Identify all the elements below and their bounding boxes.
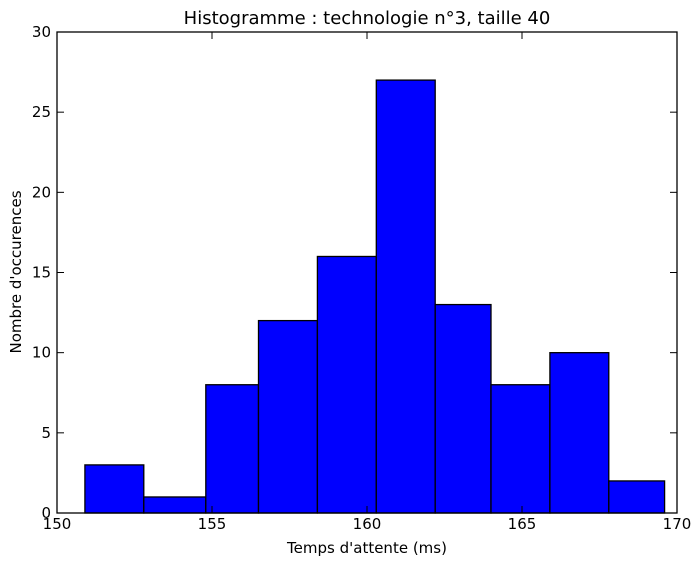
histogram-bar-10 (608, 480, 666, 514)
histogram-bar-6 (375, 79, 436, 514)
histogram-bar-5 (316, 255, 377, 514)
chart-title: Histogramme : technologie n°3, taille 40 (184, 8, 551, 29)
histogram-bar-3 (205, 384, 260, 514)
histogram-bar-1 (84, 464, 145, 514)
y-tick-label: 20 (32, 183, 51, 201)
bars-group (84, 79, 666, 514)
axis-tick-labels: 150 155 160 165 170 0 5 10 15 20 25 30 (32, 23, 691, 533)
y-axis-label: Nombre d'occurences (7, 190, 25, 353)
histogram-bar-9 (549, 352, 610, 514)
x-tick-label: 160 (353, 515, 382, 533)
x-tick-label: 165 (508, 515, 537, 533)
y-tick-label: 15 (32, 264, 51, 282)
axis-ticks (56, 31, 678, 514)
y-tick-label: 25 (32, 103, 51, 121)
histogram-bar-2 (143, 496, 207, 514)
y-tick-label: 10 (32, 344, 51, 362)
histogram-bar-7 (434, 303, 492, 514)
y-tick-label: 0 (41, 504, 51, 522)
x-tick-label: 150 (43, 515, 72, 533)
histogram-bar-4 (257, 319, 319, 514)
y-tick-label: 30 (32, 23, 51, 41)
y-tick-label: 5 (41, 424, 51, 442)
x-axis-label: Temps d'attente (ms) (286, 539, 447, 557)
histogram-bar-8 (490, 384, 551, 514)
x-tick-label: 155 (198, 515, 227, 533)
x-tick-label: 170 (663, 515, 692, 533)
